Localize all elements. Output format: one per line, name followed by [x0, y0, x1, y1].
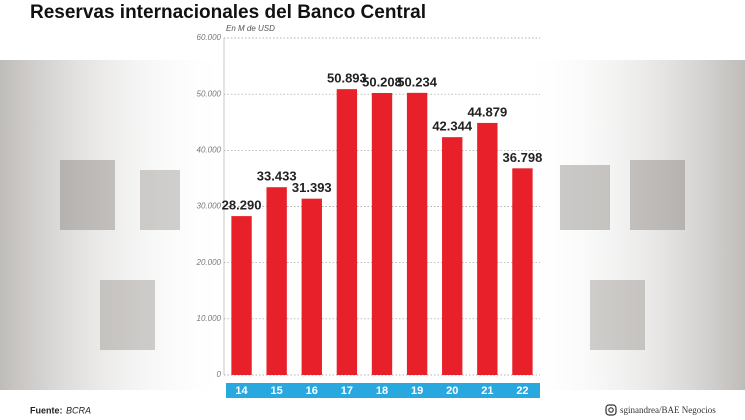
value-label: 50.208: [362, 74, 402, 89]
unit-label: En M de USD: [226, 24, 275, 33]
bar: [336, 89, 358, 375]
value-label: 44.879: [467, 104, 507, 119]
x-tick-label: 19: [411, 385, 423, 397]
y-tick-label: 50.000: [197, 89, 222, 98]
y-tick-label: 10.000: [197, 314, 222, 323]
background-building: [0, 60, 745, 390]
category-band: [226, 383, 540, 398]
credit: sginandrea/BAE Negocios: [620, 405, 716, 415]
bar: [442, 137, 463, 375]
bar: [266, 187, 287, 375]
y-tick-label: 60.000: [197, 33, 222, 42]
x-tick-label: 16: [306, 385, 318, 397]
x-tick-label: 18: [376, 385, 388, 397]
y-tick-label: 20.000: [196, 258, 222, 267]
x-tick-label: 17: [341, 385, 353, 397]
footer: Fuente: BCRA sginandrea/BAE Negocios: [30, 404, 716, 416]
x-tick-label: 22: [516, 385, 528, 397]
instagram-icon: [605, 404, 617, 416]
source-label: Fuente:: [30, 405, 63, 415]
x-tick-label: 20: [446, 385, 458, 397]
value-label: 33.433: [257, 169, 297, 184]
bar: [512, 168, 533, 375]
value-label: 31.393: [292, 180, 332, 195]
value-label: 42.344: [432, 119, 473, 134]
y-tick-label: 40.000: [197, 145, 222, 154]
source: BCRA: [66, 405, 91, 415]
y-tick-label: 0: [217, 370, 222, 379]
value-label: 36.798: [503, 150, 543, 165]
bar: [371, 92, 393, 375]
bar: [477, 122, 498, 375]
bar: [231, 216, 252, 375]
x-tick-label: 15: [271, 385, 283, 397]
y-tick-label: 30.000: [197, 202, 222, 211]
chart-title: Reservas internacionales del Banco Centr…: [30, 2, 426, 23]
x-tick-label: 14: [235, 385, 248, 397]
value-label: 28.290: [222, 198, 262, 213]
x-tick-label: 21: [481, 385, 493, 397]
bar: [406, 92, 428, 376]
value-label: 50.893: [327, 71, 367, 86]
value-label: 50.234: [397, 74, 438, 89]
bar: [301, 198, 322, 375]
